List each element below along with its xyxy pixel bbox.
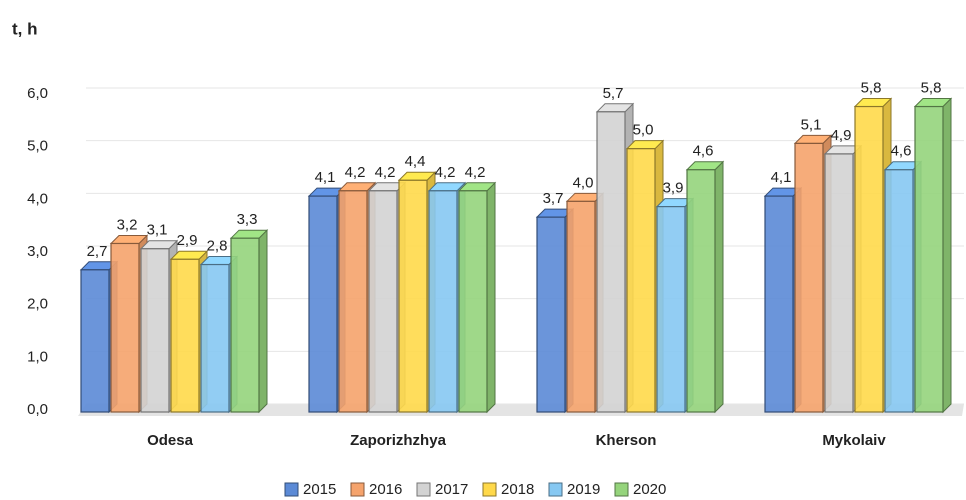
bar-front bbox=[308, 195, 338, 413]
data-label: 4,0 bbox=[573, 174, 594, 191]
bar-front bbox=[368, 190, 398, 413]
data-label: 5,7 bbox=[603, 85, 624, 102]
legend-label: 2020 bbox=[633, 481, 666, 498]
y-tick-label: 0,0 bbox=[27, 401, 48, 418]
bar-front bbox=[596, 111, 626, 413]
y-tick-label: 1,0 bbox=[27, 348, 48, 365]
bar-side bbox=[942, 97, 952, 414]
legend-label: 2018 bbox=[501, 481, 534, 498]
bar-front bbox=[428, 190, 458, 413]
data-label: 4,6 bbox=[693, 143, 714, 160]
bar-front bbox=[626, 148, 656, 413]
data-label: 4,2 bbox=[345, 164, 366, 181]
bar-front bbox=[110, 242, 140, 413]
legend-label: 2016 bbox=[369, 481, 402, 498]
bar bbox=[229, 228, 269, 414]
data-label: 2,9 bbox=[177, 232, 198, 249]
data-label: 4,6 bbox=[891, 143, 912, 160]
bar-side bbox=[486, 181, 496, 414]
legend-swatch bbox=[284, 482, 299, 497]
bar bbox=[883, 160, 923, 414]
x-tick-label: Odesa bbox=[147, 432, 194, 449]
data-label: 5,0 bbox=[633, 122, 654, 139]
data-label: 5,1 bbox=[801, 116, 822, 133]
y-tick-label: 4,0 bbox=[27, 190, 48, 207]
data-label: 4,2 bbox=[435, 164, 456, 181]
data-label: 5,8 bbox=[861, 80, 882, 97]
data-label: 4,4 bbox=[405, 153, 426, 170]
bar-front bbox=[170, 258, 200, 413]
bar-side bbox=[258, 228, 268, 414]
bar-front bbox=[914, 105, 944, 413]
y-tick-label: 2,0 bbox=[27, 296, 48, 313]
data-label: 3,7 bbox=[543, 190, 564, 207]
bar-front bbox=[230, 237, 260, 413]
bar-front bbox=[566, 200, 596, 413]
bar-front bbox=[200, 263, 230, 413]
data-label: 3,2 bbox=[117, 216, 138, 233]
data-label: 4,1 bbox=[315, 169, 336, 186]
y-tick-label: 5,0 bbox=[27, 138, 48, 155]
data-label: 4,9 bbox=[831, 127, 852, 144]
data-label: 3,3 bbox=[237, 211, 258, 228]
data-label: 3,9 bbox=[663, 180, 684, 197]
y-tick-label: 3,0 bbox=[27, 243, 48, 260]
legend-swatch bbox=[350, 482, 365, 497]
bar-front bbox=[686, 169, 716, 413]
bar-front bbox=[458, 190, 488, 413]
bar bbox=[457, 181, 497, 414]
bar-front bbox=[824, 153, 854, 413]
bar-front bbox=[398, 179, 428, 413]
bar-front bbox=[884, 169, 914, 413]
floor bbox=[78, 404, 964, 416]
legend-swatch bbox=[548, 482, 563, 497]
bar bbox=[913, 97, 953, 414]
bar-side bbox=[714, 160, 724, 414]
y-tick-label: 6,0 bbox=[27, 85, 48, 102]
legend-label: 2015 bbox=[303, 481, 336, 498]
bar-front bbox=[656, 206, 686, 413]
data-label: 4,2 bbox=[375, 164, 396, 181]
legend-swatch bbox=[614, 482, 629, 497]
x-tick-label: Kherson bbox=[596, 432, 657, 449]
data-label: 4,2 bbox=[465, 164, 486, 181]
bar-front bbox=[338, 190, 368, 413]
bar-front bbox=[140, 248, 170, 413]
bar-front bbox=[764, 195, 794, 413]
data-label: 2,7 bbox=[87, 243, 108, 260]
legend-swatch bbox=[482, 482, 497, 497]
x-tick-label: Zaporizhzhya bbox=[350, 432, 447, 449]
legend-swatch bbox=[416, 482, 431, 497]
bar-front bbox=[854, 105, 884, 413]
bar-front bbox=[536, 216, 566, 413]
data-label: 2,8 bbox=[207, 238, 228, 255]
bar bbox=[109, 234, 149, 414]
x-tick-label: Mykolaiv bbox=[822, 432, 886, 449]
data-label: 5,8 bbox=[921, 80, 942, 97]
legend-label: 2017 bbox=[435, 481, 468, 498]
bar bbox=[685, 160, 725, 414]
legend-label: 2019 bbox=[567, 481, 600, 498]
bar-front bbox=[794, 142, 824, 413]
y-axis-label: t, h bbox=[12, 19, 38, 38]
bar-front bbox=[80, 269, 110, 413]
data-label: 3,1 bbox=[147, 222, 168, 239]
data-label: 4,1 bbox=[771, 169, 792, 186]
